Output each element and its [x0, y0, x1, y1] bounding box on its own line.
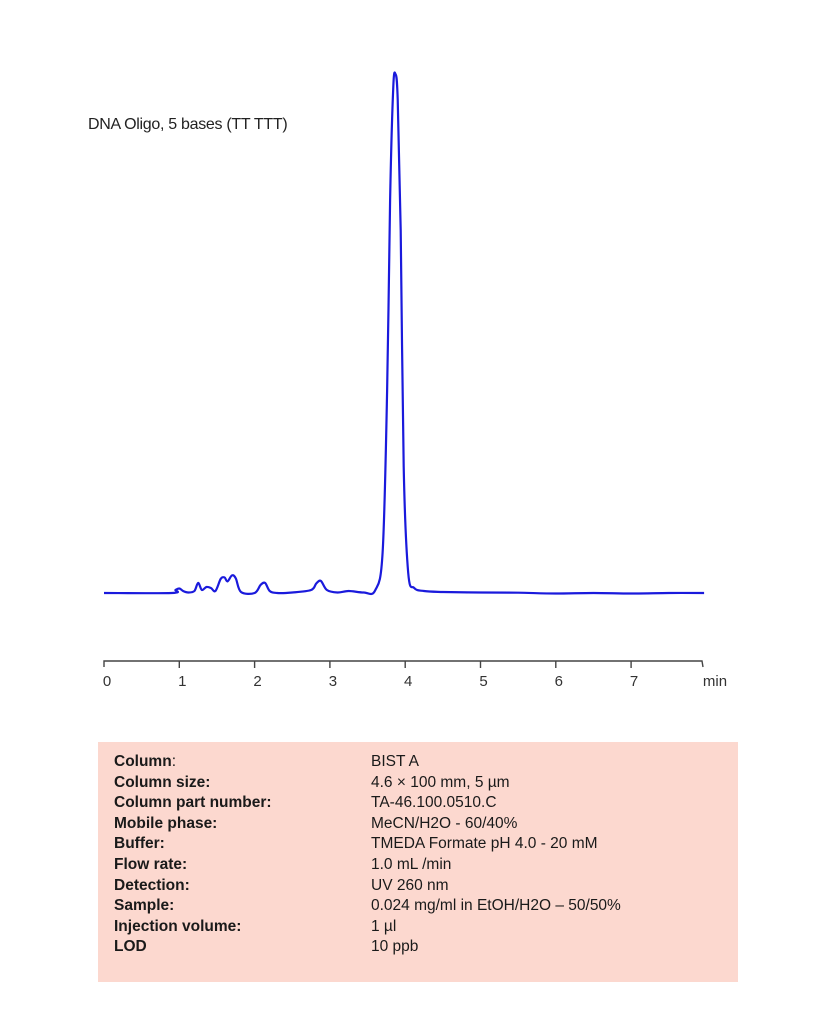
condition-value: TMEDA Formate pH 4.0 - 20 mM: [371, 835, 598, 853]
x-axis-unit-label: min: [703, 673, 727, 690]
condition-row: Detection: UV 260 nm: [114, 877, 734, 895]
x-tick-label: 0: [103, 673, 111, 690]
condition-row: Column: BIST A: [114, 753, 734, 771]
condition-row: Buffer: TMEDA Formate pH 4.0 - 20 mM: [114, 835, 734, 853]
condition-label: Detection:: [114, 876, 190, 894]
condition-label: Column size:: [114, 773, 211, 791]
condition-value: MeCN/H2O - 60/40%: [371, 814, 518, 832]
x-tick-label: 1: [178, 673, 186, 690]
condition-label: Injection volume:: [114, 917, 242, 935]
condition-value: 10 ppb: [371, 938, 419, 956]
condition-label: Flow rate:: [114, 856, 188, 873]
condition-value: 1 µl: [371, 917, 397, 935]
condition-row: Sample: 0.024 mg/ml in EtOH/H2O – 50/50%: [114, 897, 734, 915]
condition-row: Column part number: TA-46.100.0510.C: [114, 794, 734, 812]
condition-value: 1.0 mL /min: [371, 856, 452, 873]
chromatogram-chart: 0 1 2 3 4 5 6 7 min: [103, 71, 727, 690]
condition-label: Sample:: [114, 897, 175, 915]
chromatogram-trace: [103, 71, 705, 596]
condition-label: Column:: [114, 753, 176, 770]
chromatography-conditions-panel: Column: BIST A Column size: 4.6 × 100 mm, 5…: [98, 742, 738, 982]
condition-row: Mobile phase: MeCN/H2O - 60/40%: [114, 815, 734, 833]
x-tick-label: 6: [555, 673, 563, 690]
condition-label: Buffer:: [114, 835, 165, 853]
x-tick-label: 4: [404, 673, 412, 690]
sample-title: DNA Oligo, 5 bases (TT TTT): [88, 116, 288, 133]
condition-row: Injection volume: 1 µl: [114, 918, 734, 936]
condition-label: Column part number:: [114, 794, 272, 812]
trace-line: [103, 71, 705, 596]
condition-value: UV 260 nm: [371, 876, 449, 894]
condition-label: Mobile phase:: [114, 814, 218, 832]
condition-row: Column size: 4.6 × 100 mm, 5 µm: [114, 774, 734, 792]
x-tick-label: 5: [479, 673, 487, 690]
condition-value: TA-46.100.0510.C: [371, 794, 497, 812]
x-tick-label: 2: [253, 673, 261, 690]
x-axis-line: [103, 660, 704, 668]
condition-row: LOD 10 ppb: [114, 938, 734, 956]
x-tick-label: 3: [329, 673, 337, 690]
condition-row: Flow rate: 1.0 mL /min: [114, 856, 734, 874]
x-tick-label: 7: [630, 673, 638, 690]
x-axis: 0 1 2 3 4 5 6 7 min: [103, 660, 727, 690]
condition-value: 0.024 mg/ml in EtOH/H2O – 50/50%: [371, 897, 621, 915]
condition-value: BIST A: [371, 753, 419, 770]
condition-value: 4.6 × 100 mm, 5 µm: [371, 773, 510, 791]
condition-label: LOD: [114, 938, 147, 956]
